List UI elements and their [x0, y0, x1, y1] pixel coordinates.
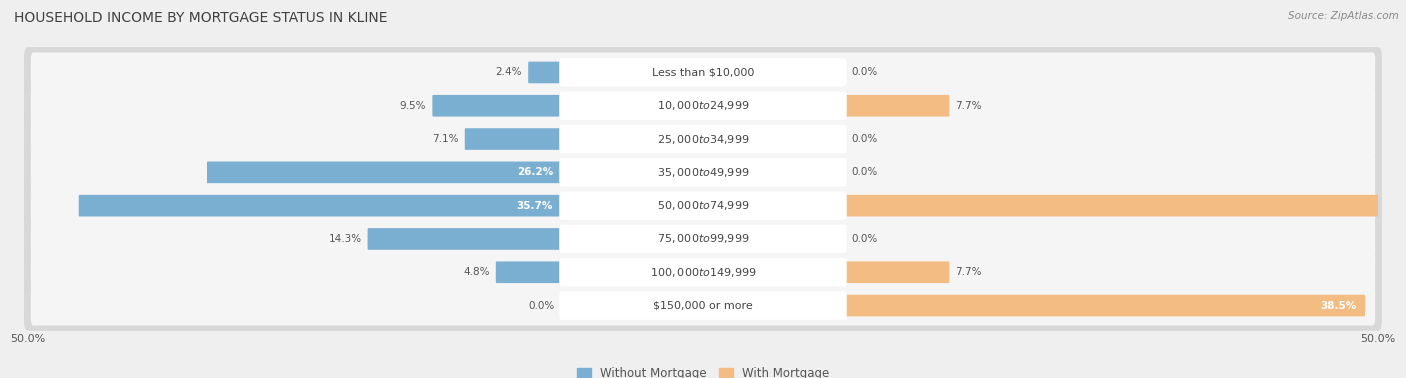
FancyBboxPatch shape	[31, 219, 1375, 259]
FancyBboxPatch shape	[31, 152, 1375, 192]
FancyBboxPatch shape	[24, 147, 1382, 198]
Text: HOUSEHOLD INCOME BY MORTGAGE STATUS IN KLINE: HOUSEHOLD INCOME BY MORTGAGE STATUS IN K…	[14, 11, 388, 25]
Text: 7.7%: 7.7%	[956, 101, 981, 111]
FancyBboxPatch shape	[844, 195, 1406, 217]
Text: 2.4%: 2.4%	[496, 67, 522, 77]
FancyBboxPatch shape	[31, 252, 1375, 292]
FancyBboxPatch shape	[844, 295, 1365, 316]
FancyBboxPatch shape	[560, 258, 846, 287]
Text: $100,000 to $149,999: $100,000 to $149,999	[650, 266, 756, 279]
FancyBboxPatch shape	[367, 228, 562, 250]
Text: 35.7%: 35.7%	[517, 201, 553, 211]
FancyBboxPatch shape	[31, 186, 1375, 226]
FancyBboxPatch shape	[207, 161, 562, 183]
FancyBboxPatch shape	[24, 180, 1382, 231]
FancyBboxPatch shape	[24, 280, 1382, 331]
FancyBboxPatch shape	[560, 58, 846, 87]
Text: 9.5%: 9.5%	[399, 101, 426, 111]
FancyBboxPatch shape	[560, 192, 846, 220]
FancyBboxPatch shape	[31, 86, 1375, 126]
Text: 0.0%: 0.0%	[529, 301, 554, 311]
Text: $50,000 to $74,999: $50,000 to $74,999	[657, 199, 749, 212]
FancyBboxPatch shape	[844, 262, 949, 283]
Text: $150,000 or more: $150,000 or more	[654, 301, 752, 311]
Text: $25,000 to $34,999: $25,000 to $34,999	[657, 133, 749, 146]
FancyBboxPatch shape	[79, 195, 562, 217]
FancyBboxPatch shape	[529, 62, 562, 83]
FancyBboxPatch shape	[496, 262, 562, 283]
FancyBboxPatch shape	[560, 158, 846, 186]
Text: 14.3%: 14.3%	[329, 234, 361, 244]
Text: 4.8%: 4.8%	[463, 267, 489, 277]
FancyBboxPatch shape	[24, 214, 1382, 264]
FancyBboxPatch shape	[31, 53, 1375, 93]
FancyBboxPatch shape	[31, 285, 1375, 325]
Legend: Without Mortgage, With Mortgage: Without Mortgage, With Mortgage	[572, 362, 834, 378]
FancyBboxPatch shape	[560, 125, 846, 153]
FancyBboxPatch shape	[560, 91, 846, 120]
Text: 26.2%: 26.2%	[517, 167, 553, 177]
Text: 7.1%: 7.1%	[432, 134, 458, 144]
FancyBboxPatch shape	[24, 47, 1382, 98]
FancyBboxPatch shape	[24, 247, 1382, 297]
Text: Source: ZipAtlas.com: Source: ZipAtlas.com	[1288, 11, 1399, 21]
FancyBboxPatch shape	[24, 114, 1382, 164]
Text: 7.7%: 7.7%	[956, 267, 981, 277]
Text: 0.0%: 0.0%	[852, 167, 877, 177]
FancyBboxPatch shape	[31, 119, 1375, 159]
Text: $10,000 to $24,999: $10,000 to $24,999	[657, 99, 749, 112]
FancyBboxPatch shape	[844, 95, 949, 116]
FancyBboxPatch shape	[433, 95, 562, 116]
Text: Less than $10,000: Less than $10,000	[652, 67, 754, 77]
Text: 0.0%: 0.0%	[852, 67, 877, 77]
FancyBboxPatch shape	[560, 225, 846, 253]
Text: 0.0%: 0.0%	[852, 134, 877, 144]
FancyBboxPatch shape	[465, 128, 562, 150]
FancyBboxPatch shape	[560, 291, 846, 320]
FancyBboxPatch shape	[24, 81, 1382, 131]
Text: $35,000 to $49,999: $35,000 to $49,999	[657, 166, 749, 179]
Text: 38.5%: 38.5%	[1320, 301, 1357, 311]
Text: $75,000 to $99,999: $75,000 to $99,999	[657, 232, 749, 245]
Text: 0.0%: 0.0%	[852, 234, 877, 244]
